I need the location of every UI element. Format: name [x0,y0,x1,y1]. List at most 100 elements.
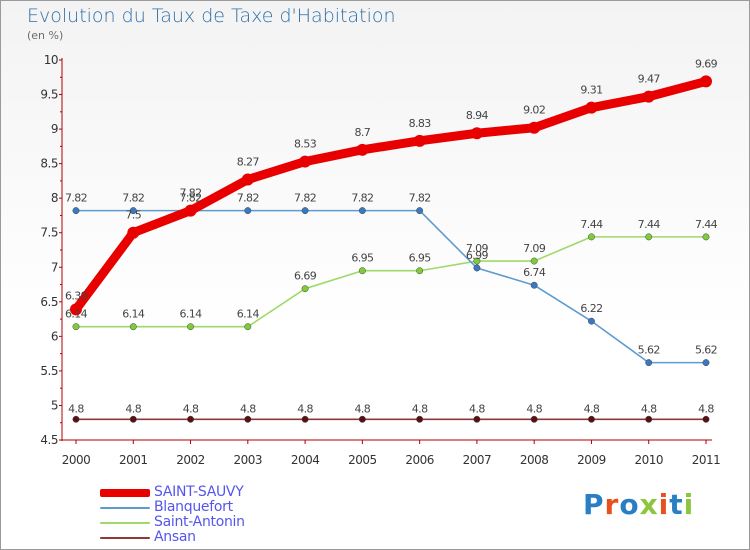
legend-swatch [100,536,150,539]
y-tick-label: 9 [51,122,58,136]
data-point [470,127,483,140]
data-point [187,415,194,423]
x-tick-label: 2006 [405,453,434,467]
data-point [588,415,595,423]
chart-subtitle: (en %) [27,29,64,42]
data-point [241,173,254,186]
x-tick-label: 2001 [119,453,148,467]
x-tick-label: 2005 [348,453,377,467]
data-label: 7.82 [409,192,431,205]
x-tick-label: 2007 [463,453,492,467]
legend-swatch [100,521,150,524]
data-point [645,415,653,423]
logo-letter: P [583,488,605,521]
data-label: 4.8 [355,402,371,415]
y-tick-label: 7.5 [40,226,58,240]
logo-letter: r [604,488,620,521]
data-point [244,207,252,215]
data-point [301,207,309,215]
data-point [702,415,710,423]
x-tick-label: 2004 [291,453,320,467]
y-tick-label: 7 [51,260,58,274]
data-label: 7.44 [638,218,661,231]
data-point [645,233,653,241]
data-label: 6.22 [580,302,602,315]
data-point [299,155,312,168]
data-point [416,207,424,215]
data-point [530,257,538,265]
data-point [358,207,366,215]
data-point [129,207,137,215]
data-label: 7.44 [580,218,603,231]
data-label: 7.82 [179,192,201,205]
data-label: 6.69 [294,270,317,283]
data-label: 4.8 [641,402,657,415]
proxiti-logo: Proxiti [583,488,694,521]
chart-title: Evolution du Taux de Taxe d'Habitation [27,5,396,27]
data-label: 9.69 [695,57,718,70]
data-label: 6.14 [65,308,88,321]
y-tick-label: 4.5 [40,433,58,447]
y-tick-label: 5.5 [40,364,58,378]
data-label: 7.82 [237,192,259,205]
y-tick-label: 6 [51,329,58,343]
series-line-1 [75,209,707,364]
data-point [72,323,80,331]
data-label: 4.8 [68,402,84,415]
data-label: 6.95 [351,252,374,265]
data-label: 7.82 [65,192,87,205]
data-point [473,264,481,272]
data-label: 6.14 [237,308,260,321]
data-point [642,90,655,103]
y-tick-label: 8.5 [40,157,58,171]
data-label: 6.39 [65,289,88,302]
x-tick-label: 2010 [634,453,663,467]
x-tick-label: 2009 [577,453,606,467]
data-point [187,323,194,331]
data-point [588,317,595,325]
logo-letter: o [619,488,640,521]
logo-letter: i [683,488,695,521]
data-label: 7.82 [122,192,144,205]
data-point [358,267,366,275]
data-point [528,121,541,134]
data-point [645,359,653,367]
data-point [473,415,481,423]
data-point [72,415,80,423]
data-label: 4.8 [183,402,199,415]
logo-letter: i [658,488,670,521]
data-point [184,204,197,217]
data-point [356,143,369,156]
x-tick-label: 2000 [62,453,91,467]
legend-item: SAINT-SAUVY [100,485,245,500]
data-point [129,323,137,331]
x-tick-label: 2002 [176,453,205,467]
legend-item: Ansan [100,530,245,545]
chart-legend: SAINT-SAUVY Blanquefort Saint-Antonin Ansan [100,485,245,545]
data-label: 6.74 [523,266,546,279]
logo-letter: t [669,488,684,521]
data-label: 7.44 [695,218,718,231]
data-label: 8.7 [355,126,371,139]
data-point [244,323,252,331]
data-label: 8.83 [409,117,432,130]
data-label: 4.8 [412,402,428,415]
data-point [413,134,426,147]
data-label: 4.8 [469,402,485,415]
y-tick-label: 10 [44,53,58,67]
data-label: 9.47 [638,73,661,86]
data-point [244,415,252,423]
data-label: 7.82 [294,192,316,205]
legend-item: Blanquefort [100,500,245,515]
data-point [700,75,712,88]
data-point [70,303,82,316]
data-point [301,285,309,293]
data-point [129,415,137,423]
legend-label: Saint-Antonin [154,514,245,530]
legend-label: Ansan [154,529,196,545]
series-line-0 [71,76,711,314]
data-label: 8.94 [466,109,489,122]
data-label: 5.62 [695,344,717,357]
